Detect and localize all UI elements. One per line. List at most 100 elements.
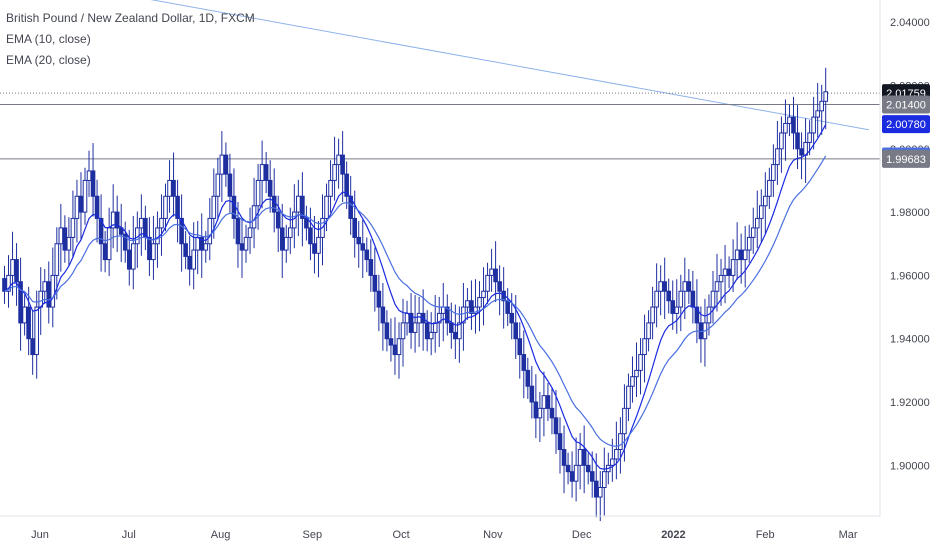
candle-198 <box>799 132 804 180</box>
candle-156 <box>630 356 635 403</box>
candle-81 <box>328 160 333 213</box>
candle-187 <box>754 190 760 249</box>
candle-64 <box>259 140 265 209</box>
x-tick-8: Feb <box>756 529 775 541</box>
candle-77 <box>312 215 317 274</box>
candle-80 <box>324 183 329 232</box>
y-tick-4: 1.96000 <box>890 270 930 282</box>
candle-3 <box>14 243 19 306</box>
legend-ema20[interactable]: EMA (20, close) <box>6 53 91 67</box>
candle-170 <box>686 269 692 304</box>
candle-115 <box>465 288 470 320</box>
candle-74 <box>300 172 305 247</box>
candle-21 <box>86 150 92 197</box>
plot-area <box>0 0 880 522</box>
candle-66 <box>267 160 273 213</box>
candle-140 <box>565 452 571 485</box>
candle-171 <box>690 270 696 324</box>
candle-164 <box>662 257 667 320</box>
candle-132 <box>533 374 539 439</box>
candle-159 <box>642 314 647 383</box>
candle-79 <box>320 194 325 266</box>
x-tick-2: Aug <box>211 529 231 541</box>
candle-85 <box>344 161 349 209</box>
candle-178 <box>718 258 724 306</box>
price-badge-1: 2.01400 <box>882 95 930 114</box>
candle-4 <box>18 257 23 351</box>
candle-93 <box>376 274 382 332</box>
candle-15 <box>62 215 68 263</box>
candle-146 <box>589 451 595 498</box>
y-tick-7: 1.90000 <box>890 460 930 472</box>
candle-18 <box>74 179 80 243</box>
candle-90 <box>364 237 370 273</box>
candle-135 <box>545 383 551 422</box>
candle-123 <box>497 265 502 316</box>
candle-39 <box>159 194 164 256</box>
candle-194 <box>783 99 788 161</box>
candle-23 <box>94 179 100 243</box>
price-badge-2: 2.00780 <box>882 115 930 134</box>
candle-202 <box>815 82 820 138</box>
candle-109 <box>440 283 446 342</box>
candle-51 <box>207 198 213 261</box>
candle-73 <box>296 179 301 237</box>
candle-113 <box>457 306 462 363</box>
candle-110 <box>444 294 450 336</box>
candle-52 <box>211 168 217 239</box>
candle-99 <box>400 298 406 367</box>
candle-95 <box>384 310 390 352</box>
candle-53 <box>215 157 221 221</box>
candle-160 <box>646 310 651 352</box>
candle-161 <box>650 286 655 340</box>
candle-76 <box>308 207 313 261</box>
candle-152 <box>614 421 619 480</box>
candle-133 <box>537 391 543 442</box>
candle-118 <box>477 281 482 332</box>
x-tick-9: Mar <box>839 529 858 541</box>
candle-204 <box>823 67 829 130</box>
candle-6 <box>26 286 31 356</box>
x-tick-3: Sep <box>303 529 323 541</box>
candle-44 <box>179 194 184 272</box>
candle-46 <box>187 236 192 286</box>
candle-180 <box>726 256 732 289</box>
candle-49 <box>199 213 205 278</box>
candle-24 <box>98 194 104 272</box>
ema20-line <box>4 155 827 447</box>
candle-43 <box>175 179 180 243</box>
candle-92 <box>372 247 378 312</box>
candle-58 <box>235 201 241 268</box>
candle-155 <box>626 373 631 422</box>
candle-29 <box>118 203 124 263</box>
candle-126 <box>509 293 515 340</box>
candle-138 <box>557 417 563 474</box>
candle-82 <box>332 136 337 201</box>
legend-symbol[interactable]: British Pound / New Zealand Dollar, 1D, … <box>6 11 255 25</box>
candle-47 <box>191 222 196 290</box>
candle-71 <box>287 207 293 254</box>
svg-text:1.99683: 1.99683 <box>886 154 926 166</box>
svg-text:2.00780: 2.00780 <box>886 119 926 131</box>
candle-30 <box>122 221 128 263</box>
candle-165 <box>666 278 672 314</box>
candle-102 <box>412 295 418 353</box>
candle-195 <box>787 104 792 137</box>
candle-148 <box>597 471 603 522</box>
ema10-line <box>4 124 827 470</box>
candle-7 <box>30 310 35 375</box>
candle-60 <box>243 224 249 263</box>
candle-114 <box>461 283 466 351</box>
candle-28 <box>114 195 120 252</box>
candle-199 <box>803 118 808 183</box>
candle-163 <box>658 265 663 316</box>
candle-98 <box>396 322 402 379</box>
candle-101 <box>408 293 414 349</box>
candle-172 <box>694 279 700 344</box>
candle-97 <box>392 317 398 375</box>
candle-141 <box>569 451 575 498</box>
legend-ema10[interactable]: EMA (10, close) <box>6 32 91 46</box>
candle-131 <box>529 365 535 419</box>
candle-87 <box>352 190 358 258</box>
